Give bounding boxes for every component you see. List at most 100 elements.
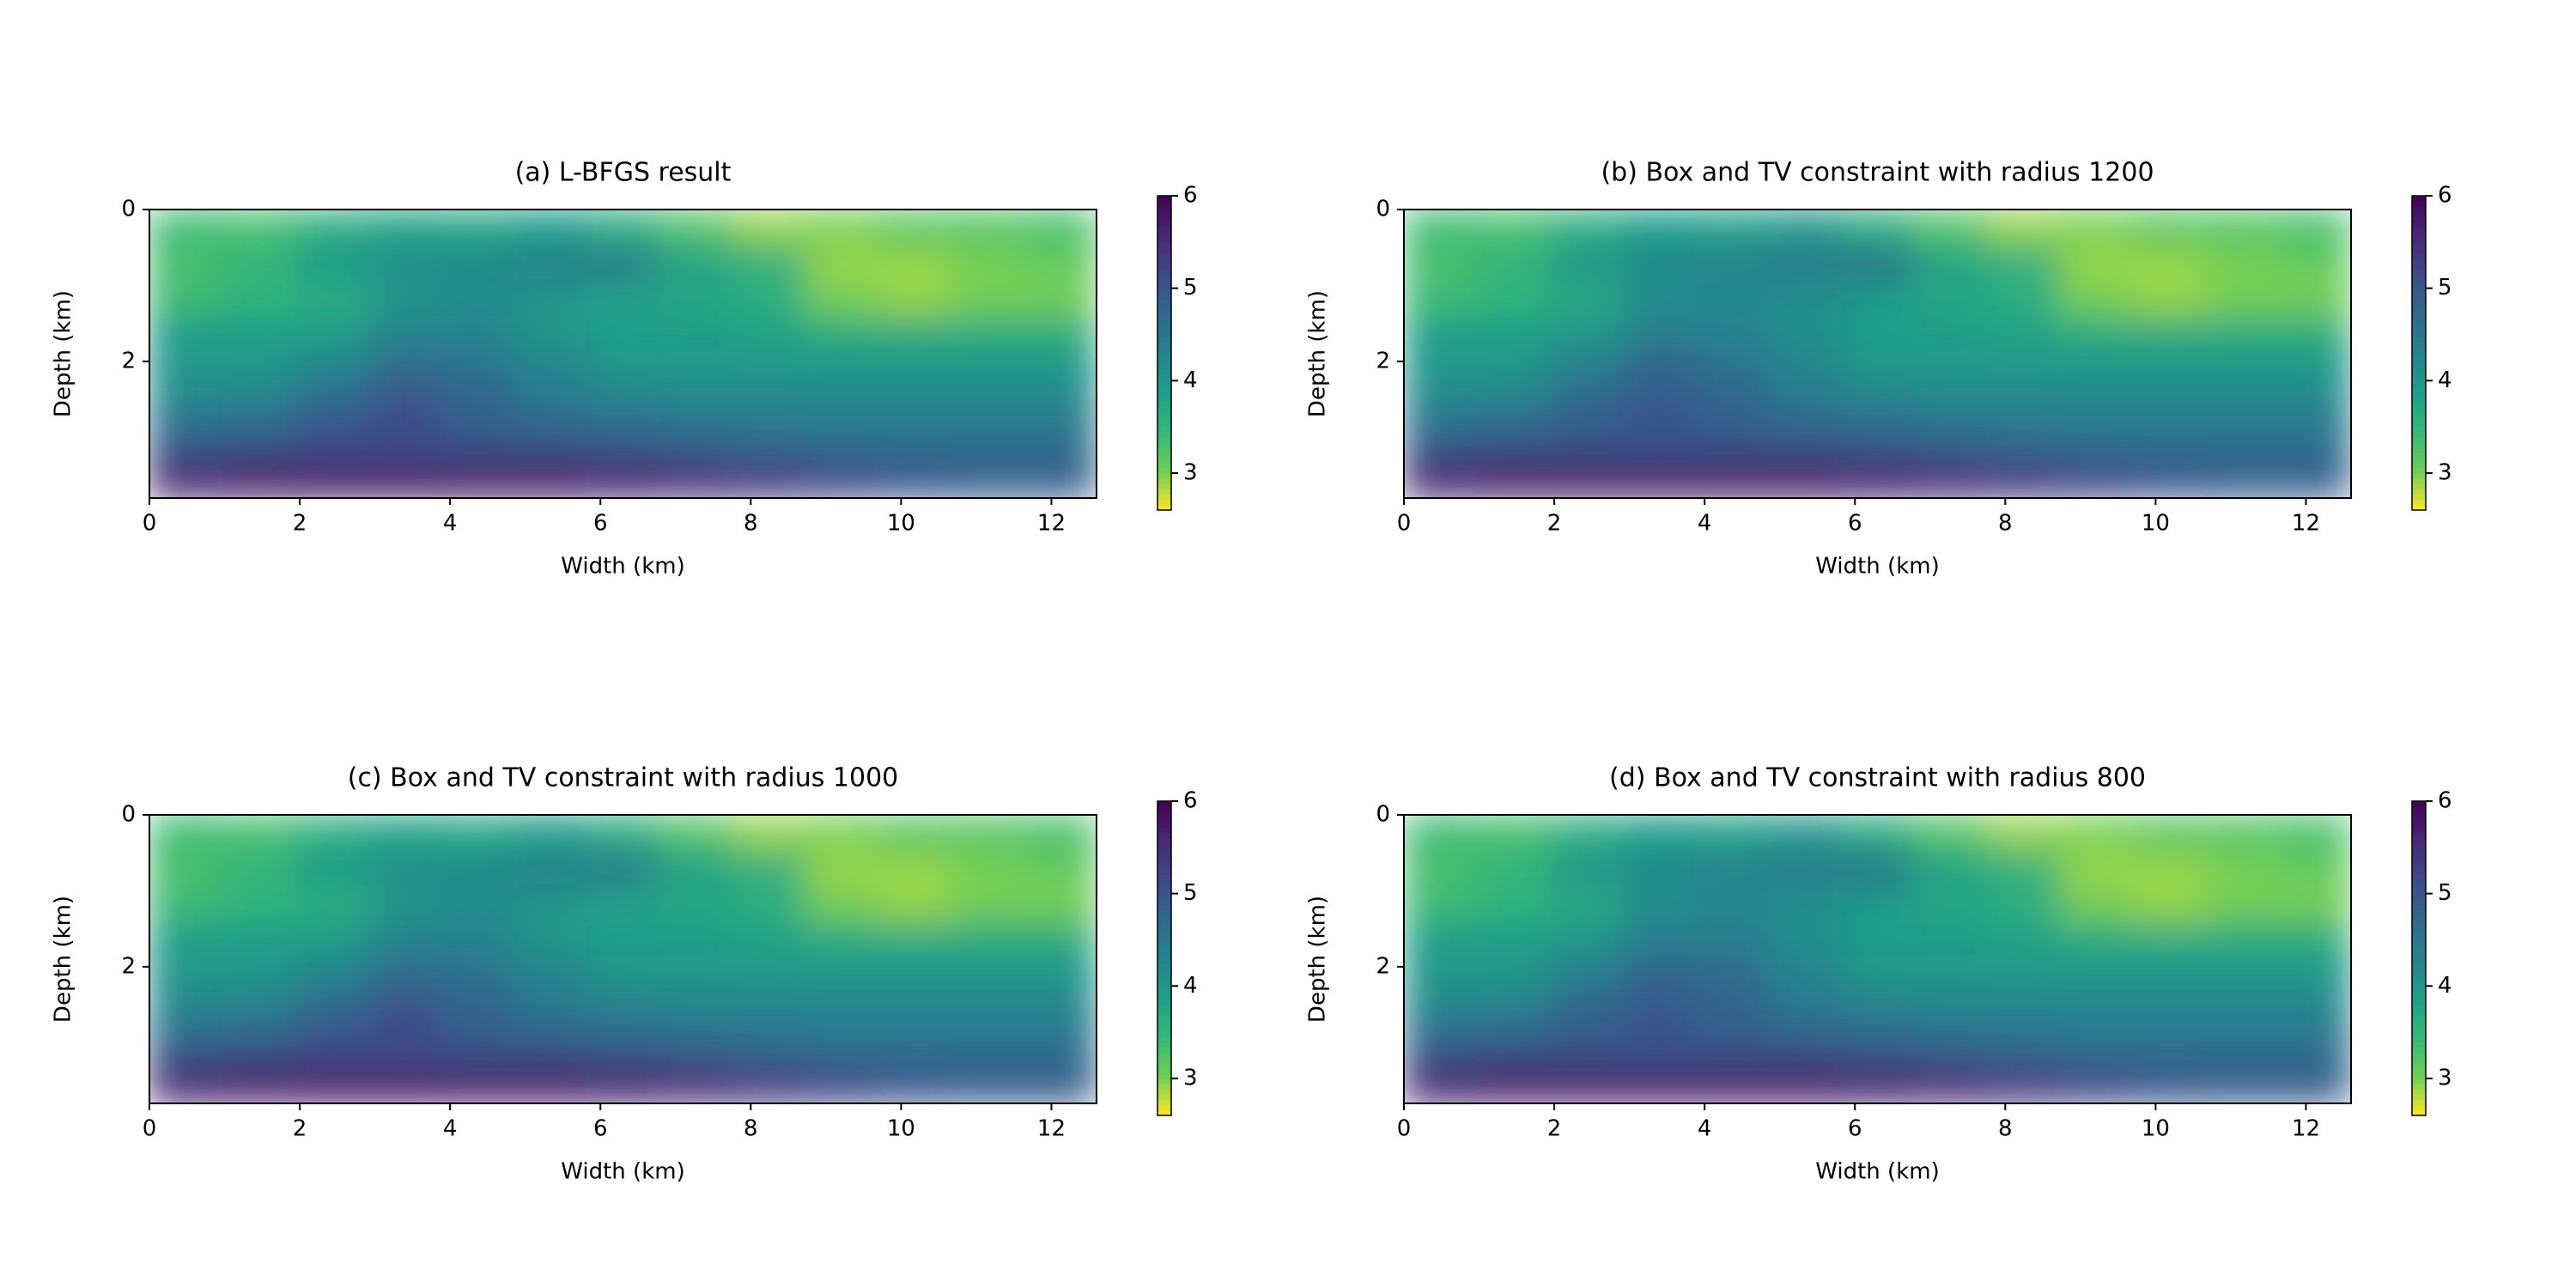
- x-tick-label: 2: [1547, 511, 1562, 537]
- cell: [2277, 850, 2351, 888]
- cell: [513, 886, 587, 924]
- colorbar-strip: [2412, 1036, 2426, 1042]
- cell: [877, 815, 951, 852]
- colorbar-strip: [1157, 805, 1171, 812]
- cell: [2277, 886, 2351, 924]
- cell: [1986, 1030, 2061, 1068]
- colorbar-strip: [1157, 242, 1171, 249]
- cell: [805, 815, 878, 852]
- cell: [368, 389, 441, 427]
- cell: [368, 994, 441, 1032]
- cell: [1767, 317, 1842, 355]
- cell: [950, 815, 1024, 852]
- cell: [1476, 353, 1551, 391]
- cell: [1694, 461, 1769, 498]
- cell: [2204, 1030, 2279, 1068]
- cell: [222, 958, 296, 996]
- panel-title: (d) Box and TV constraint with radius 80…: [1609, 763, 2146, 793]
- cell: [1476, 389, 1551, 427]
- cell: [1840, 389, 1915, 427]
- cell: [659, 317, 733, 355]
- cell: [1986, 815, 2061, 852]
- colorbar-strip: [1157, 989, 1171, 995]
- cell: [295, 1066, 369, 1103]
- x-tick-label: 4: [443, 511, 458, 537]
- x-tick-label: 4: [1698, 511, 1712, 537]
- cell: [368, 1066, 441, 1103]
- x-tick-label: 12: [2292, 1116, 2320, 1142]
- colorbar-strip: [2412, 900, 2426, 907]
- colorbar-strip: [2412, 994, 2426, 1001]
- colorbar-strip: [2412, 431, 2426, 437]
- colorbar-strip: [2412, 984, 2426, 990]
- cell: [586, 245, 660, 283]
- colorbar-tick-label: 6: [1183, 183, 1198, 209]
- cell: [805, 1066, 878, 1103]
- cell: [1913, 850, 1988, 888]
- cell: [877, 886, 951, 924]
- cell: [2131, 461, 2206, 498]
- cell: [950, 461, 1024, 498]
- x-tick-label: 2: [293, 511, 307, 537]
- cell: [295, 353, 369, 391]
- colorbar-strip: [1157, 994, 1171, 1001]
- cell: [513, 317, 587, 355]
- cell: [1549, 245, 1624, 283]
- colorbar-strip: [1157, 999, 1171, 1006]
- cell: [586, 815, 660, 852]
- cell: [2277, 281, 2351, 319]
- colorbar-strip: [2412, 1057, 2426, 1064]
- colorbar-strip: [2412, 504, 2426, 511]
- cell: [1913, 389, 1988, 427]
- cell: [2131, 210, 2206, 246]
- colorbar-strip: [1157, 342, 1171, 349]
- cell: [732, 1030, 806, 1068]
- cell: [659, 1066, 733, 1103]
- cell: [149, 389, 223, 427]
- colorbar-strip: [2412, 858, 2426, 865]
- cell: [1023, 210, 1097, 246]
- cell: [1023, 1030, 1097, 1068]
- cell: [1694, 994, 1769, 1032]
- colorbar-strip: [1157, 357, 1171, 364]
- cell: [1694, 1066, 1769, 1103]
- cell: [805, 281, 878, 319]
- cell: [659, 994, 733, 1032]
- cell: [1476, 317, 1551, 355]
- cell: [586, 210, 660, 246]
- cell: [295, 886, 369, 924]
- colorbar-strip: [2412, 874, 2426, 880]
- cell: [586, 886, 660, 924]
- cell: [1913, 886, 1988, 924]
- colorbar-tick-label: 5: [1183, 880, 1198, 906]
- cell: [659, 815, 733, 852]
- colorbar-strip: [1157, 289, 1171, 296]
- colorbar-strip: [2412, 494, 2426, 501]
- colorbar-strip: [1157, 1084, 1171, 1090]
- colorbar-strip: [1157, 284, 1171, 291]
- cell: [1404, 850, 1478, 888]
- cell: [877, 210, 951, 246]
- colorbar-strip: [2412, 404, 2426, 411]
- colorbar-strip: [1157, 264, 1171, 270]
- cell: [2204, 353, 2279, 391]
- colorbar-strip: [2412, 389, 2426, 396]
- colorbar-strip: [2412, 447, 2426, 453]
- cell: [1549, 353, 1624, 391]
- cell: [805, 886, 878, 924]
- colorbar-strip: [1157, 462, 1171, 469]
- colorbar-strip: [1157, 1078, 1171, 1084]
- cell: [222, 850, 296, 888]
- colorbar-strip: [2412, 441, 2426, 448]
- colorbar-strip: [1157, 905, 1171, 912]
- colorbar-strip: [1157, 279, 1171, 285]
- cell: [149, 245, 223, 283]
- cell: [877, 1030, 951, 1068]
- cell: [440, 1066, 514, 1103]
- cell: [295, 389, 369, 427]
- cell: [950, 886, 1024, 924]
- colorbar-strip: [1157, 895, 1171, 902]
- cell: [368, 886, 441, 924]
- cell: [732, 850, 806, 888]
- x-tick-label: 0: [1397, 1116, 1412, 1142]
